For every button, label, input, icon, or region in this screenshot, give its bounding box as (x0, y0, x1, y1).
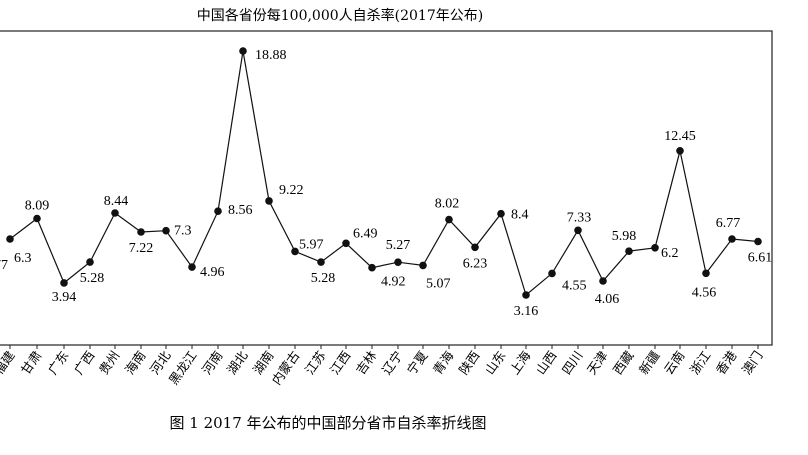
data-point (239, 47, 247, 55)
x-tick-label: 山西 (533, 348, 560, 377)
data-point (317, 258, 325, 266)
data-point (471, 243, 479, 252)
data-point (86, 258, 94, 266)
x-tick-label: 吉林 (353, 348, 380, 377)
x-tick-label: 澳门 (739, 348, 766, 377)
data-label: 3.94 (52, 290, 77, 305)
data-point (548, 269, 556, 278)
x-tick-label: 宁夏 (404, 348, 431, 377)
data-label: 7.3 (174, 224, 192, 239)
x-tick-label: 内蒙古 (269, 348, 303, 387)
data-point (599, 277, 607, 285)
data-label: 4.92 (381, 275, 406, 290)
x-tick-label: 江西 (327, 348, 354, 377)
x-tick-label: 四川 (559, 348, 586, 377)
data-label: 5.97 (299, 237, 324, 252)
x-tick-label: 天津 (584, 348, 611, 377)
data-point (162, 226, 170, 235)
data-label: 5.27 (386, 238, 411, 253)
x-tick-label: 新疆 (636, 348, 663, 377)
x-tick-label: 山东 (482, 348, 509, 377)
x-tick-label: 上海 (507, 348, 534, 377)
data-point (291, 247, 299, 256)
data-label: 9.22 (279, 183, 304, 198)
data-label: 3.16 (514, 304, 539, 319)
figure-caption: 图 1 2017 年公布的中国部分省市自杀率折线图 (169, 414, 486, 432)
data-label: 8.09 (25, 199, 50, 214)
data-label: 8.4 (511, 208, 529, 223)
data-point (497, 209, 505, 218)
data-label: 8.56 (228, 203, 253, 218)
data-label: 4.55 (562, 278, 587, 293)
x-tick-label: 福建 (0, 348, 18, 377)
data-point (445, 215, 453, 224)
data-point (111, 209, 119, 217)
x-tick-label: 云南 (661, 348, 688, 377)
data-label: 8.02 (435, 197, 460, 212)
data-label: 6.23 (463, 256, 488, 271)
data-point (574, 226, 582, 235)
data-point (6, 235, 14, 243)
data-label: 6.3 (14, 251, 32, 266)
x-tick-label: 甘肃 (18, 348, 45, 377)
series-line (9, 50, 759, 297)
x-tick-label: 香港 (713, 348, 740, 377)
data-label: 4.96 (200, 265, 225, 280)
x-tick-label: 河南 (199, 348, 226, 377)
data-label: 4.06 (595, 292, 620, 307)
x-tick-label: 西藏 (610, 348, 637, 377)
data-point (214, 207, 222, 215)
data-point (651, 244, 659, 252)
x-tick-label: 贵州 (96, 348, 123, 377)
data-label: 77 (0, 258, 8, 273)
data-label: 8.44 (104, 194, 129, 209)
data-label: 6.2 (661, 246, 679, 261)
data-point (33, 214, 41, 223)
x-tick-label: 浙江 (687, 348, 714, 377)
x-tick-label: 黑龙江 (166, 348, 200, 387)
data-point (702, 269, 710, 278)
data-label: 5.28 (80, 271, 105, 286)
x-tick-label: 辽宁 (379, 348, 406, 377)
x-tick-label: 青海 (430, 348, 457, 377)
x-tick-label: 海南 (122, 348, 149, 377)
data-point (625, 247, 633, 255)
plot-frame (0, 30, 773, 346)
data-point (394, 258, 402, 267)
data-label: 18.88 (255, 48, 287, 63)
plot-area: 778.093.945.288.447.227.34.968.5618.889.… (0, 47, 772, 319)
data-label: 6.49 (353, 226, 378, 241)
x-tick-label: 江苏 (302, 348, 329, 377)
x-tick-label: 陕西 (456, 348, 483, 377)
data-point (728, 235, 736, 243)
data-label: 5.98 (612, 229, 637, 244)
data-point (137, 228, 145, 236)
data-point (676, 147, 684, 155)
data-point (265, 197, 273, 205)
data-point (754, 237, 762, 246)
data-label: 5.07 (426, 276, 451, 291)
data-point (368, 263, 376, 272)
data-label: 4.56 (692, 285, 717, 300)
x-tick-label: 广东 (45, 348, 72, 377)
x-tick-label: 广西 (71, 348, 98, 377)
data-point (342, 239, 350, 248)
data-point (419, 261, 427, 270)
data-point (60, 279, 68, 287)
data-label: 7.33 (567, 210, 592, 225)
data-label: 7.22 (129, 241, 154, 256)
x-tick-label: 湖北 (224, 348, 251, 377)
data-label: 5.28 (311, 271, 336, 286)
data-label: 6.77 (716, 216, 741, 231)
data-point (522, 291, 530, 299)
chart-title: 中国各省份每100,000人自杀率(2017年公布) (197, 7, 483, 24)
data-label: 12.45 (664, 129, 696, 144)
data-point (188, 263, 196, 271)
data-label: 6.61 (748, 251, 773, 266)
